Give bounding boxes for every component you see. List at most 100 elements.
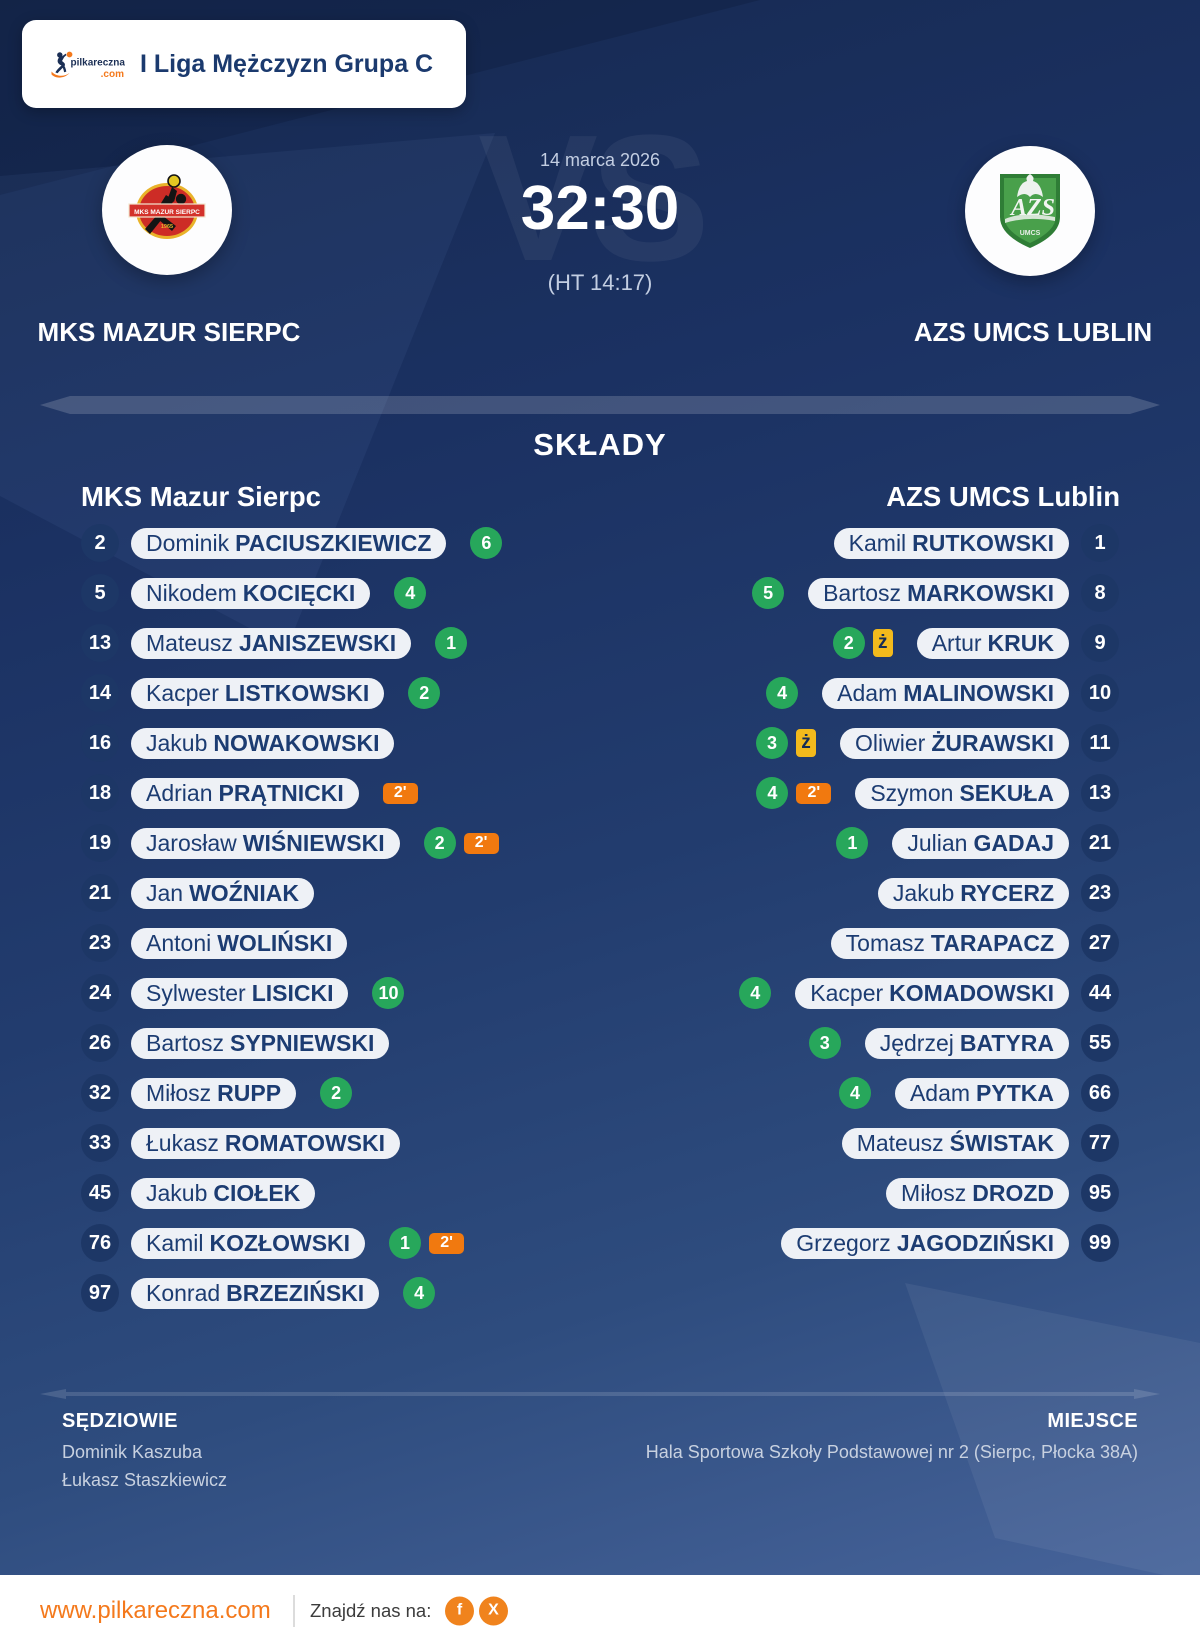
player-last-name: CIOŁEK xyxy=(213,1179,301,1206)
home-player-row: 5 Nikodem KOCIĘCKI 4 xyxy=(81,574,502,612)
goals-badge: 6 xyxy=(470,527,503,559)
league-title: I Liga Mężczyzn Grupa C xyxy=(140,49,434,78)
player-last-name: MALINOWSKI xyxy=(903,679,1054,706)
player-first-name: Oliwier xyxy=(855,729,926,756)
player-name-pill: Miłosz RUPP xyxy=(131,1077,297,1109)
home-player-row: 14 Kacper LISTKOWSKI 2 xyxy=(81,674,502,712)
away-player-row: 2 ż Artur KRUK 9 xyxy=(739,624,1119,662)
away-player-row: Jakub RYCERZ 23 xyxy=(739,874,1119,912)
player-badges: 2 xyxy=(408,677,441,709)
player-badges: 2 xyxy=(320,1077,353,1109)
player-number: 16 xyxy=(81,724,119,762)
player-first-name: Grzegorz xyxy=(796,1229,891,1256)
away-roster-header: AZS UMCS Lublin xyxy=(886,481,1120,512)
yellow-card-badge: ż xyxy=(796,729,817,757)
player-badges: 4 xyxy=(394,577,427,609)
player-last-name: KOZŁOWSKI xyxy=(209,1229,351,1256)
player-badges: 2' xyxy=(382,782,418,804)
home-player-row: 26 Bartosz SYPNIEWSKI xyxy=(81,1024,502,1062)
player-name-pill: Miłosz DROZD xyxy=(886,1177,1069,1209)
halftime-score: (HT 14:17) xyxy=(547,270,653,295)
away-player-row: Miłosz DROZD 95 xyxy=(739,1174,1119,1212)
azs-umcs-lublin-crest: AZS UMCS xyxy=(1000,174,1060,248)
player-number: 11 xyxy=(1081,724,1119,762)
goals-badge: 5 xyxy=(752,577,785,609)
player-badges: 4 xyxy=(403,1277,436,1309)
goals-badge: 2 xyxy=(832,627,865,659)
venue-label: MIEJSCE xyxy=(1047,1410,1138,1432)
away-player-row: 4 Kacper KOMADOWSKI 44 xyxy=(739,974,1119,1012)
player-number: 55 xyxy=(1081,1024,1119,1062)
player-number: 21 xyxy=(81,874,119,912)
player-first-name: Sylwester xyxy=(146,979,246,1006)
away-player-row: 5 Bartosz MARKOWSKI 8 xyxy=(739,574,1119,612)
player-number: 18 xyxy=(81,774,119,812)
goals-badge: 1 xyxy=(389,1227,422,1259)
player-name-pill: Mateusz ŚWISTAK xyxy=(841,1127,1069,1159)
away-roster: Kamil RUTKOWSKI 1 5 Bartosz MARKOWSKI 8 2 ż Artur… xyxy=(739,524,1119,1274)
player-name-pill: Adam PYTKA xyxy=(894,1077,1069,1109)
player-last-name: GADAJ xyxy=(973,829,1054,856)
away-player-row: Kamil RUTKOWSKI 1 xyxy=(739,524,1119,562)
player-last-name: DROZD xyxy=(972,1179,1054,1206)
player-last-name: RUTKOWSKI xyxy=(912,529,1054,556)
player-last-name: KOCIĘCKI xyxy=(242,579,356,606)
home-player-row: 19 Jarosław WIŚNIEWSKI 2 2' xyxy=(81,824,502,862)
player-last-name: RYCERZ xyxy=(960,879,1054,906)
player-badges: 10 xyxy=(372,977,405,1009)
player-name-pill: Jarosław WIŚNIEWSKI xyxy=(131,827,400,859)
player-badges: 2 2' xyxy=(423,827,499,859)
home-player-row: 18 Adrian PRĄTNICKI 2' xyxy=(81,774,502,812)
player-name-pill: Antoni WOLIŃSKI xyxy=(131,927,348,959)
home-roster: 2 Dominik PACIUSZKIEWICZ 6 5 Nikodem KOCIĘCKI 4… xyxy=(81,524,503,1324)
away-player-row: Mateusz ŚWISTAK 77 xyxy=(739,1124,1119,1162)
away-player-row: 1 Julian GADAJ 21 xyxy=(739,824,1119,862)
player-first-name: Jakub xyxy=(892,879,955,906)
player-number: 33 xyxy=(81,1124,119,1162)
two-minute-suspension-badge: 2' xyxy=(463,832,499,854)
match-score: 32:30 xyxy=(520,174,680,243)
goals-badge: 4 xyxy=(403,1277,436,1309)
home-player-row: 21 Jan WOŹNIAK xyxy=(81,874,502,912)
home-player-row: 24 Sylwester LISICKI 10 xyxy=(81,974,502,1012)
player-name-pill: Szymon SEKUŁA xyxy=(855,777,1069,809)
player-first-name: Adrian xyxy=(146,779,213,806)
rosters-heading: SKŁADY xyxy=(533,427,667,462)
away-player-row: 4 Adam PYTKA 66 xyxy=(739,1074,1119,1112)
player-last-name: NOWAKOWSKI xyxy=(213,729,380,756)
player-badges: 1 2' xyxy=(389,1227,465,1259)
player-last-name: TARAPACZ xyxy=(930,929,1054,956)
player-number: 76 xyxy=(81,1224,119,1262)
player-badges: 1 xyxy=(435,627,468,659)
home-player-row: 97 Konrad BRZEZIŃSKI 4 xyxy=(81,1274,502,1312)
player-number: 21 xyxy=(1081,824,1119,862)
bg-light-wedge-bottom xyxy=(905,1283,1200,1583)
facebook-icon[interactable]: f xyxy=(445,1596,474,1625)
mks-crest-banner-text: MKS MAZUR SIERPC xyxy=(134,209,200,216)
referee-name-1: Dominik Kaszuba xyxy=(62,1442,203,1462)
player-number: 14 xyxy=(81,674,119,712)
match-date: 14 marca 2026 xyxy=(539,150,661,170)
player-badges: 5 xyxy=(752,577,785,609)
player-last-name: RUPP xyxy=(217,1079,282,1106)
player-number: 2 xyxy=(81,524,119,562)
goals-badge: 3 xyxy=(808,1027,841,1059)
player-name-pill: Oliwier ŻURAWSKI xyxy=(840,727,1069,759)
player-badges: 4 xyxy=(838,1077,871,1109)
player-first-name: Bartosz xyxy=(823,579,902,606)
player-first-name: Dominik xyxy=(146,529,230,556)
player-name-pill: Łukasz ROMATOWSKI xyxy=(131,1127,401,1159)
goals-badge: 2 xyxy=(408,677,441,709)
pilkareczna-logo-player-icon xyxy=(51,51,73,78)
svg-text:1965: 1965 xyxy=(161,224,173,230)
player-last-name: JAGODZIŃSKI xyxy=(896,1229,1054,1256)
footer-divider xyxy=(293,1594,295,1627)
player-name-pill: Konrad BRZEZIŃSKI xyxy=(131,1277,380,1309)
x-twitter-icon[interactable]: X xyxy=(479,1596,508,1625)
player-first-name: Kacper xyxy=(146,679,219,706)
player-first-name: Miłosz xyxy=(901,1179,967,1206)
home-player-row: 32 Miłosz RUPP 2 xyxy=(81,1074,502,1112)
player-name-pill: Kacper KOMADOWSKI xyxy=(795,977,1069,1009)
website-link[interactable]: www.pilkareczna.com xyxy=(40,1596,271,1624)
